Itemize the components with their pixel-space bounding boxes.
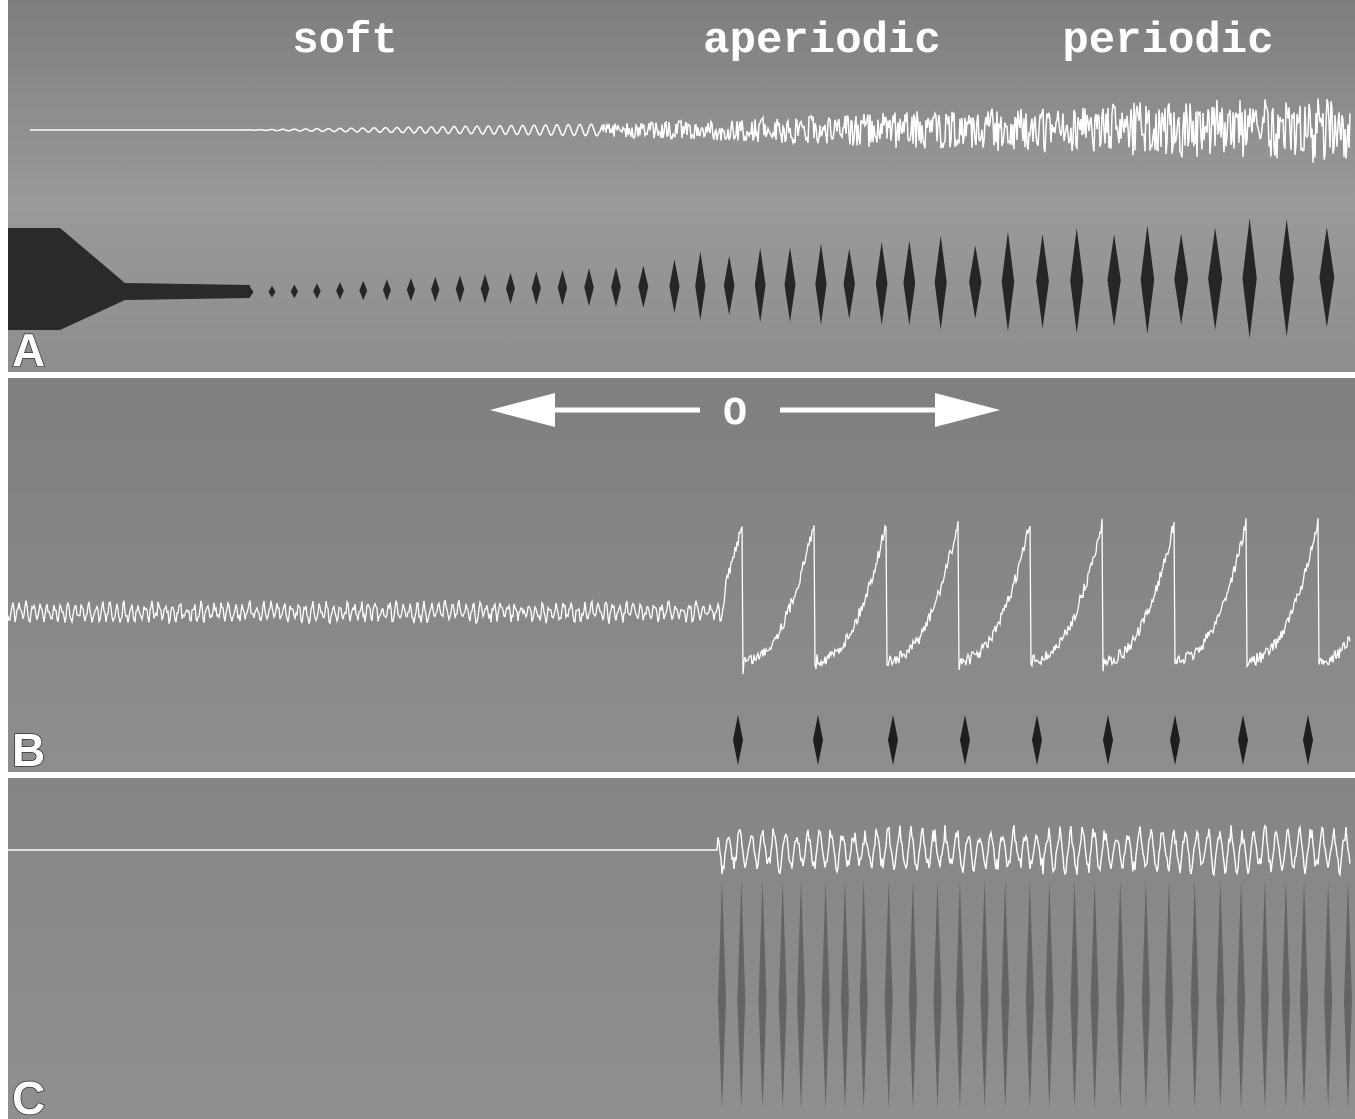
stripe xyxy=(821,880,830,1110)
stripe xyxy=(1260,880,1269,1110)
stripe xyxy=(1190,880,1199,1110)
diamond xyxy=(313,283,321,299)
diamond xyxy=(336,282,344,300)
diamond xyxy=(815,243,827,325)
diamond xyxy=(359,280,368,301)
diamond xyxy=(557,269,568,306)
diamond xyxy=(695,251,706,321)
diamond xyxy=(934,235,947,330)
panel-a xyxy=(8,0,1355,372)
stripe xyxy=(758,880,767,1110)
stripe xyxy=(859,880,868,1110)
diamond xyxy=(1303,715,1313,765)
stripe xyxy=(1001,880,1010,1110)
stripe xyxy=(1324,880,1333,1110)
diamond xyxy=(638,265,649,308)
diamond xyxy=(506,272,515,305)
diamond xyxy=(1242,218,1257,339)
stripe xyxy=(1025,880,1034,1110)
stripe xyxy=(980,880,989,1110)
stripe xyxy=(1045,880,1054,1110)
stripe xyxy=(1116,880,1125,1110)
panel-label: A xyxy=(12,324,45,376)
arrow-head xyxy=(490,393,555,427)
diamond xyxy=(1103,715,1113,765)
stripe xyxy=(1300,880,1309,1110)
stripe xyxy=(1281,880,1290,1110)
decoration xyxy=(7,98,1352,1110)
trace xyxy=(8,824,1351,878)
diamond xyxy=(1032,715,1042,765)
diamond xyxy=(754,247,766,323)
annotation: soft xyxy=(292,16,398,66)
diamond xyxy=(903,240,916,326)
stripe xyxy=(778,880,787,1110)
arrow-head xyxy=(935,393,1000,427)
stripe xyxy=(718,880,726,1110)
diamond xyxy=(843,248,855,320)
diamond xyxy=(406,278,416,302)
stripe xyxy=(908,880,917,1110)
stripe xyxy=(955,880,964,1110)
diamond xyxy=(584,268,594,307)
diamond xyxy=(531,271,541,305)
stripe xyxy=(884,880,893,1110)
diamond xyxy=(1107,234,1121,327)
stripe xyxy=(1237,880,1246,1110)
diamond xyxy=(888,715,898,765)
diamond xyxy=(611,266,621,308)
diamond xyxy=(669,259,680,313)
diamond xyxy=(813,715,823,765)
stripe xyxy=(1216,880,1225,1110)
stripe xyxy=(1141,880,1150,1110)
diamond xyxy=(1140,225,1155,335)
diamond xyxy=(1036,233,1049,329)
stripe xyxy=(1070,880,1079,1110)
stripe xyxy=(737,880,746,1110)
diamond xyxy=(969,245,982,319)
stripe xyxy=(797,880,806,1110)
trace xyxy=(30,98,1351,163)
diamond xyxy=(1319,227,1335,328)
diamond xyxy=(1001,231,1015,332)
diamond xyxy=(723,255,735,316)
panel-c xyxy=(8,778,1355,1119)
trace xyxy=(7,518,1351,675)
diamond xyxy=(290,284,298,299)
diamond xyxy=(1238,715,1248,765)
marker-label: O xyxy=(723,392,747,437)
diamond xyxy=(784,247,796,323)
diamond xyxy=(1170,715,1180,765)
stripe xyxy=(1090,880,1099,1110)
diamond xyxy=(480,274,490,304)
diamond xyxy=(733,715,743,765)
panel-b xyxy=(8,378,1355,772)
stripe xyxy=(1165,880,1174,1110)
panel-label: C xyxy=(12,1072,45,1119)
diamond xyxy=(246,287,254,297)
diamond xyxy=(960,715,970,765)
diamond xyxy=(1174,233,1189,325)
diamond xyxy=(875,241,888,325)
diamond xyxy=(431,276,440,303)
stripe xyxy=(840,880,849,1110)
arrows xyxy=(490,393,1000,427)
diamond xyxy=(1279,219,1294,337)
annotation: aperiodic xyxy=(703,16,941,66)
panel-label: B xyxy=(12,724,45,776)
annotation: periodic xyxy=(1062,16,1273,66)
diamond xyxy=(455,275,465,303)
diamond xyxy=(1070,228,1084,334)
dark-band xyxy=(8,228,250,330)
diamond xyxy=(268,285,276,298)
diamond xyxy=(1208,227,1223,330)
diamond xyxy=(382,279,391,301)
stripe xyxy=(1343,880,1352,1110)
stripe xyxy=(933,880,942,1110)
